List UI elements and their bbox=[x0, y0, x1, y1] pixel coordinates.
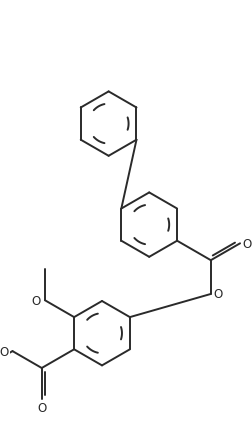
Text: O: O bbox=[213, 288, 222, 301]
Text: O: O bbox=[37, 401, 46, 414]
Text: O: O bbox=[242, 237, 251, 250]
Text: O: O bbox=[31, 294, 41, 307]
Text: O: O bbox=[0, 345, 9, 358]
